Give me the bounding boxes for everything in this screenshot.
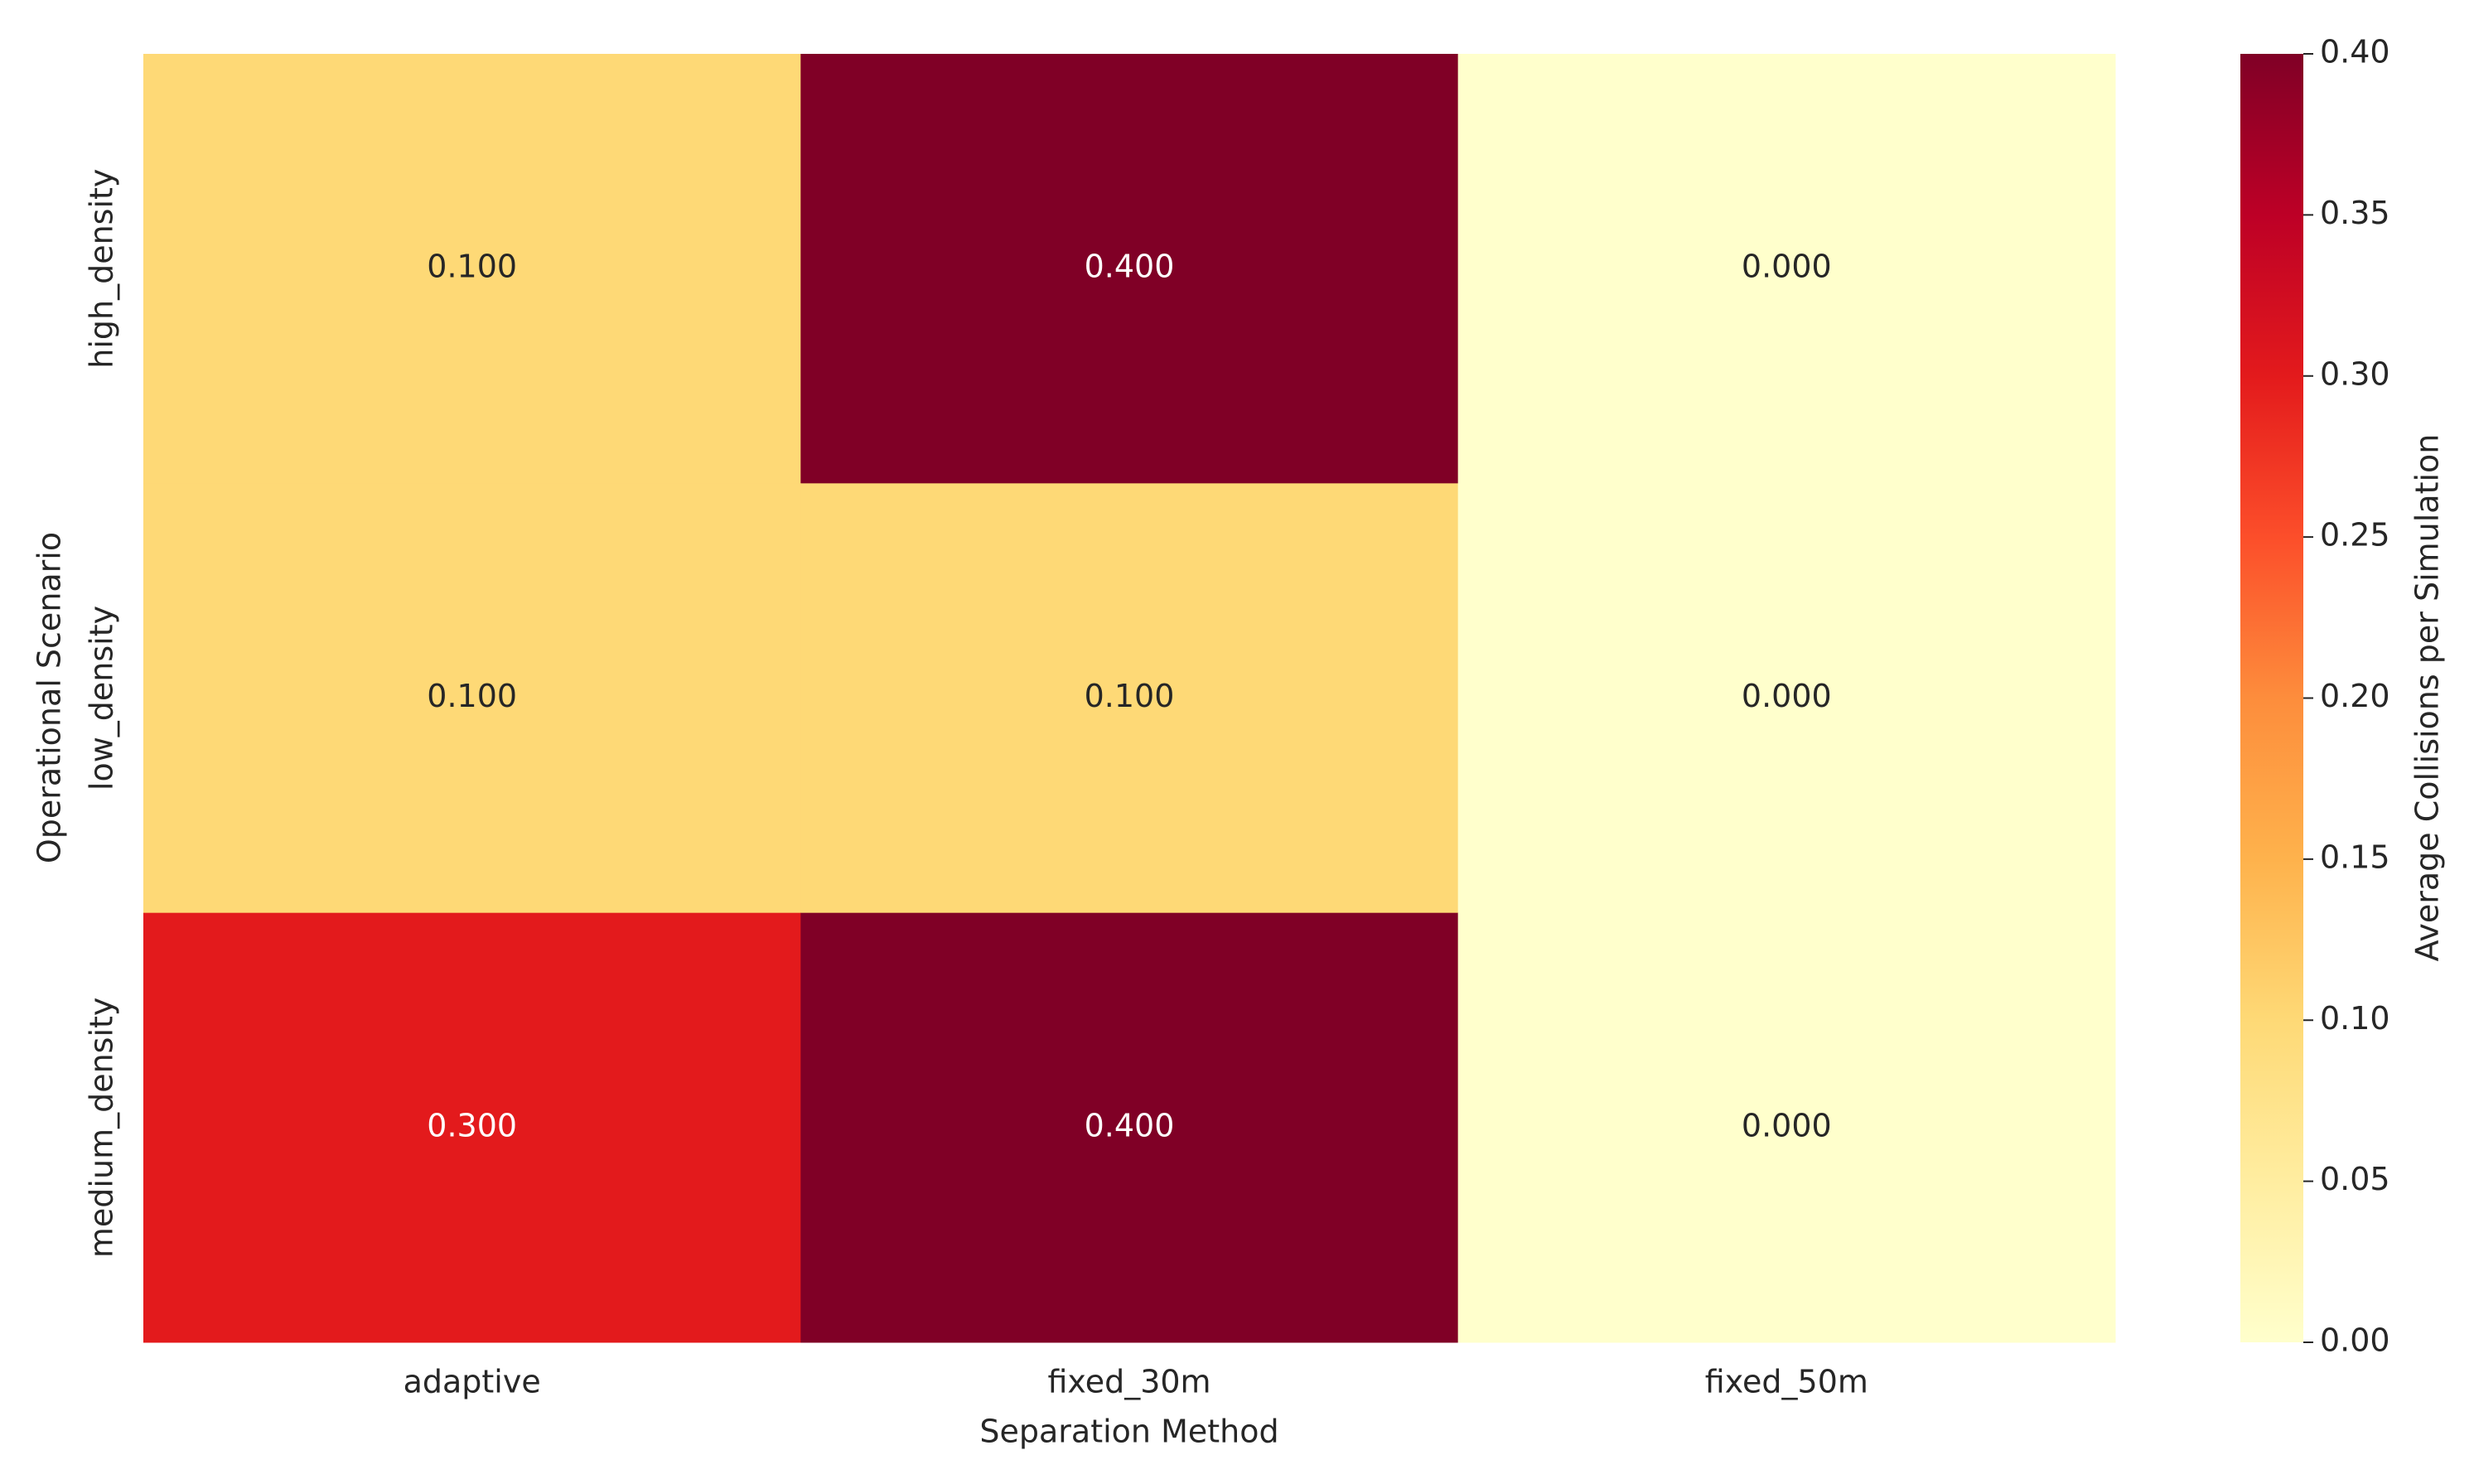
cell-label: 0.400 xyxy=(1085,1107,1175,1143)
heatmap-cell xyxy=(143,54,801,484)
colorbar-label: Average Collisions per Simulation xyxy=(2409,434,2446,962)
colorbar-tick-label: 0.40 xyxy=(2320,34,2390,70)
heatmap-cell xyxy=(1457,483,2116,914)
colorbar xyxy=(2240,54,2303,1342)
cell-label: 0.400 xyxy=(1085,249,1175,285)
cell-label: 0.000 xyxy=(1742,249,1832,285)
heatmap-cell xyxy=(143,483,801,914)
x-tick-label: fixed_50m xyxy=(1705,1364,1868,1400)
heatmap-cell xyxy=(1457,912,2116,1343)
colorbar-tick-label: 0.35 xyxy=(2320,195,2390,231)
y-axis-label: Operational Scenario xyxy=(31,532,68,863)
cell-label: 0.100 xyxy=(427,249,517,285)
cell-label: 0.000 xyxy=(1742,678,1832,714)
x-tick-label: adaptive xyxy=(403,1364,541,1400)
cell-label: 0.100 xyxy=(427,678,517,714)
y-tick-label: high_density xyxy=(84,169,120,369)
heatmap-cell xyxy=(143,912,801,1343)
x-tick-label: fixed_30m xyxy=(1047,1364,1210,1400)
colorbar-tick-label: 0.20 xyxy=(2320,678,2390,714)
y-tick-label: medium_density xyxy=(84,998,120,1259)
cell-label: 0.100 xyxy=(1085,678,1175,714)
colorbar-tick-label: 0.25 xyxy=(2320,517,2390,553)
heatmap-cell xyxy=(800,912,1459,1343)
cell-label: 0.300 xyxy=(427,1107,517,1143)
x-axis-label: Separation Method xyxy=(979,1414,1278,1450)
colorbar-tick-label: 0.10 xyxy=(2320,1000,2390,1037)
heatmap-cell xyxy=(800,483,1459,914)
colorbar-tick-label: 0.30 xyxy=(2320,355,2390,392)
colorbar-tick-label: 0.00 xyxy=(2320,1322,2390,1359)
y-tick-label: low_density xyxy=(84,606,120,790)
colorbar-tick-label: 0.05 xyxy=(2320,1161,2390,1197)
heatmap-cell xyxy=(800,54,1459,484)
colorbar-tick-label: 0.15 xyxy=(2320,839,2390,875)
heatmap-cell xyxy=(1457,54,2116,484)
cell-label: 0.000 xyxy=(1742,1107,1832,1143)
